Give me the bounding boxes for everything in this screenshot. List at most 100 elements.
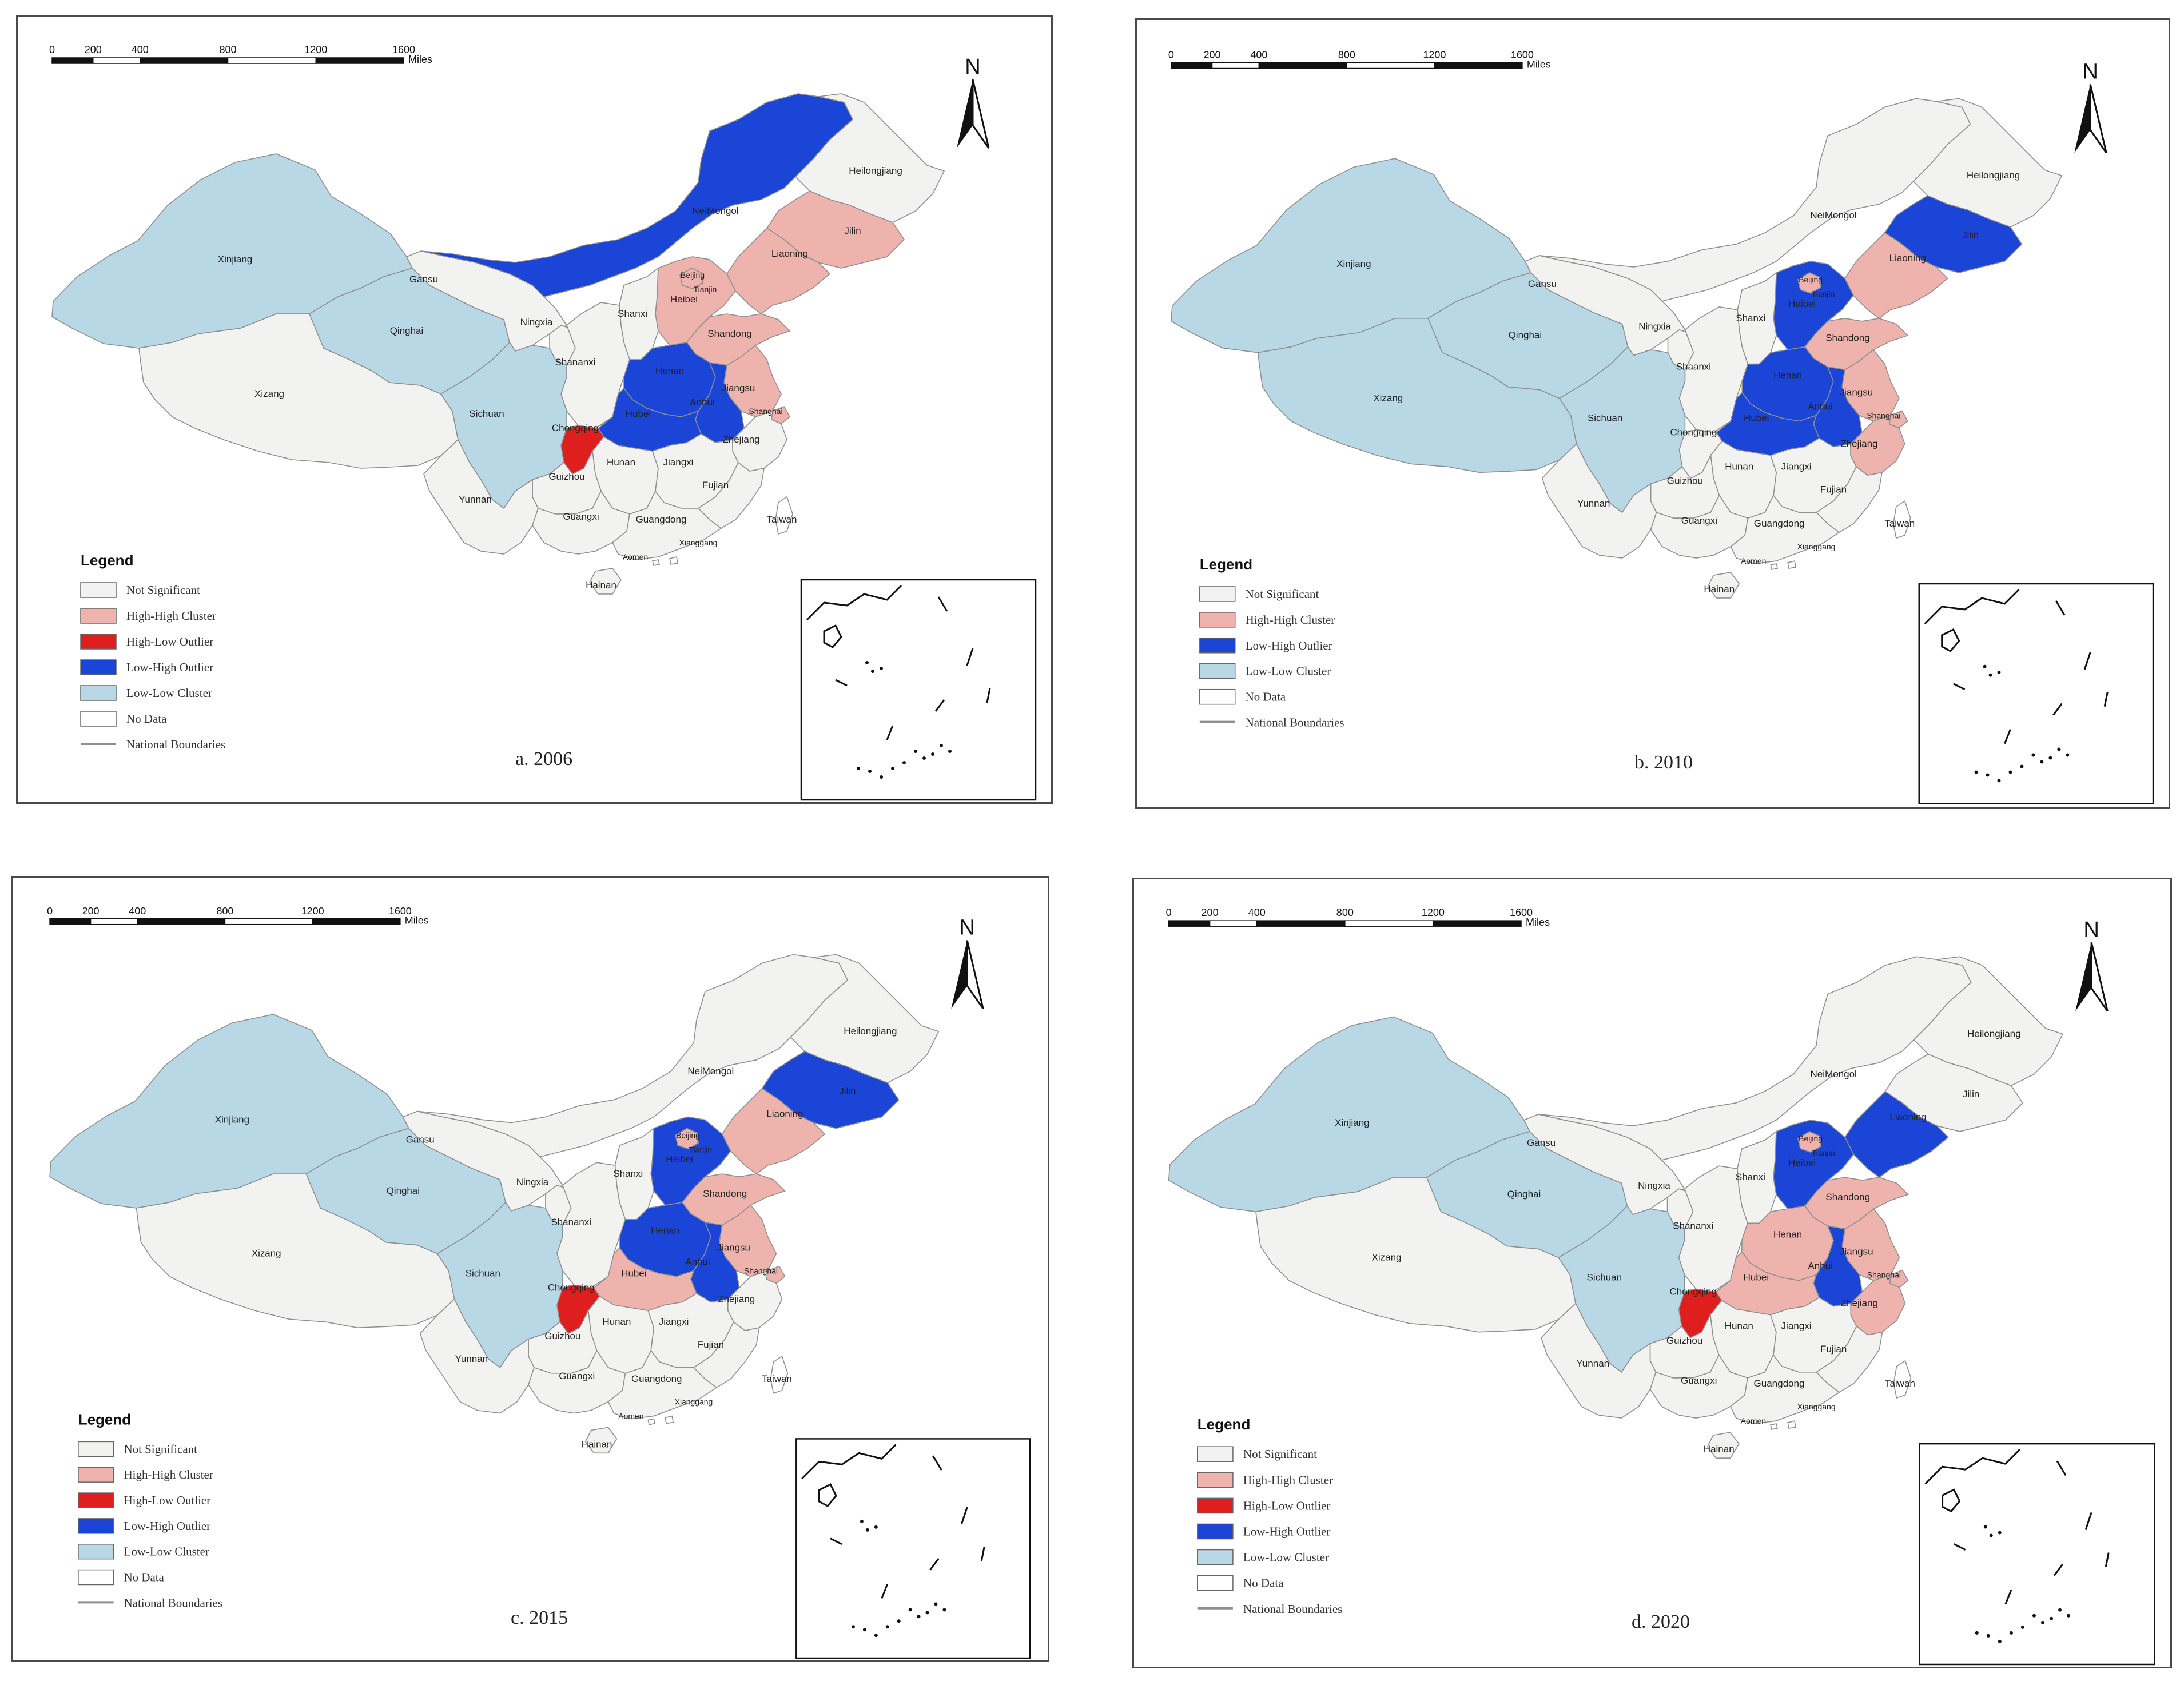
inset-island-dot — [880, 775, 883, 779]
legend-swatch — [78, 1492, 114, 1508]
legend-swatch — [80, 634, 117, 650]
legend-label: High-Low Outlier — [124, 1493, 211, 1507]
province-label-shanghai: Shanghai — [1867, 1270, 1901, 1280]
province-label-gansu: Gansu — [406, 1134, 435, 1145]
inset-dash-line — [2103, 692, 2109, 707]
inset-island-dot — [2058, 1608, 2062, 1612]
south-china-sea-inset — [1919, 1443, 2155, 1666]
province-label-anhui: Anhui — [685, 1257, 710, 1268]
map-2010: Xinjiang Qinghai Xizang Sichuan Gansu NeiMong… — [1168, 49, 2154, 804]
province-label-jilin: Jilin — [844, 225, 861, 236]
inset-dash-line — [2004, 729, 2011, 744]
province-label-xizang: Xizang — [1371, 1252, 1401, 1262]
province-label-xizang: Xizang — [252, 1248, 281, 1259]
province-label-hubei: Hubei — [621, 1268, 646, 1278]
province-yunnan — [1541, 1302, 1657, 1419]
province-label-beijing: Beijing — [1799, 275, 1823, 284]
province-label-hainan: Hainan — [1704, 1444, 1735, 1455]
province-label-aomen: Aomen — [1741, 1416, 1766, 1425]
inset-island-dot — [1983, 1525, 1987, 1529]
north-arrow-icon: N — [957, 55, 990, 149]
province-label-guizhou: Guizhou — [548, 471, 584, 482]
legend-swatch — [1197, 1523, 1234, 1540]
legend: Legend Not Significant High-High Cluster Lo… — [1199, 557, 1344, 730]
inset-island-dot — [1974, 770, 1978, 774]
province-label-fujian: Fujian — [698, 1339, 724, 1350]
province-guangdong — [1730, 494, 1840, 564]
inset-island-dot — [931, 752, 934, 756]
province-label-beijing: Beijing — [1799, 1134, 1823, 1143]
province-label-shanghai: Shanghai — [749, 407, 782, 416]
scale-bar-segment — [1256, 920, 1346, 927]
province-label-layer: Xinjiang Qinghai Xizang Sichuan Gansu NeiMong… — [1335, 1029, 2021, 1455]
map-panel-2020: Xinjiang Qinghai Xizang Sichuan Gansu NeiMong… — [1132, 878, 2172, 1668]
province-label-beijing: Beijing — [681, 270, 705, 280]
province-label-shanxi: Shanxi — [618, 308, 647, 319]
province-label-qinghai: Qinghai — [1509, 330, 1542, 341]
inset-island-dot — [857, 767, 860, 770]
province-xianggang — [1787, 560, 1797, 569]
scale-bar-tick-label: 1600 — [392, 44, 415, 55]
province-label-tianjin: Tianjin — [1812, 1148, 1835, 1157]
inset-island-dot — [1988, 673, 1992, 677]
legend-swatch — [1197, 1549, 1234, 1565]
scale-bar-tick-label: 1600 — [1510, 907, 1533, 918]
province-label-jiangsu: Jiangsu — [1840, 387, 1873, 398]
scale-bar-tick-label: 0 — [1166, 907, 1172, 918]
province-label-guizhou: Guizhou — [1667, 475, 1703, 486]
inset-dash-line — [881, 1583, 889, 1599]
province-label-anhui: Anhui — [690, 397, 714, 408]
province-liaoning — [1844, 232, 1948, 319]
province-label-jiangsu: Jiangsu — [717, 1242, 750, 1253]
province-label-jiangsu: Jiangsu — [722, 383, 755, 393]
inset-island-dot — [1989, 1533, 1993, 1537]
province-taiwan — [1892, 500, 1911, 539]
province-label-taiwan: Taiwan — [1884, 518, 1915, 529]
province-taiwan — [1893, 1360, 1912, 1399]
province-taiwan — [770, 1355, 789, 1394]
legend-label: High-Low Outlier — [1243, 1499, 1330, 1512]
province-label-henan: Henan — [1773, 1229, 1802, 1240]
legend-label: No Data — [1243, 1576, 1284, 1590]
scale-bar-tick-label: 800 — [1338, 49, 1355, 61]
inset-island-dot — [1986, 773, 1990, 777]
north-arrow-right — [2090, 942, 2109, 1012]
legend-swatch — [78, 1467, 114, 1483]
province-label-zhejiang: Zhejiang — [718, 1293, 755, 1304]
province-hainan — [584, 1427, 618, 1454]
province-label-shanghai: Shanghai — [744, 1266, 778, 1275]
province-label-hubei: Hubei — [1744, 412, 1769, 423]
inset-island-dot — [2048, 756, 2052, 760]
scale-bar-tick-label: 200 — [85, 44, 102, 55]
legend-label: Low-High Outlier — [1246, 639, 1332, 652]
inset-island-dot — [2008, 770, 2012, 774]
province-label-heilongjiang: Heilongjiang — [1967, 1029, 2021, 1039]
inset-island-dot — [2031, 753, 2035, 757]
legend-swatch — [78, 1569, 114, 1586]
legend-swatch — [1199, 638, 1236, 654]
scale-bar-tick-label: 200 — [1204, 49, 1221, 61]
province-hainan — [1707, 572, 1740, 599]
province-hainan — [1706, 1432, 1740, 1459]
legend-label: National Boundaries — [124, 1596, 222, 1610]
province-label-shanghai: Shanghai — [1867, 411, 1900, 420]
province-label-guizhou: Guizhou — [544, 1331, 580, 1341]
inset-island-dot — [1997, 670, 2001, 674]
legend-swatch — [80, 711, 117, 727]
legend: Legend Not Significant High-High Cluster Hi… — [78, 1412, 222, 1610]
province-aomen — [652, 559, 660, 566]
province-label-hunan: Hunan — [1725, 1321, 1753, 1332]
map-caption: a. 2006 — [515, 748, 573, 770]
province-label-yunnan: Yunnan — [459, 494, 492, 505]
province-label-heilongjiang: Heilongjiang — [844, 1026, 897, 1037]
province-yunnan — [423, 439, 539, 555]
north-arrow-icon: N — [2074, 59, 2107, 154]
inset-dash-line — [932, 1455, 942, 1471]
province-label-fujian: Fujian — [1820, 1344, 1847, 1355]
province-fujian — [697, 461, 765, 529]
province-label-hebei: Heibei — [666, 1154, 693, 1165]
province-label-hunan: Hunan — [1725, 461, 1753, 472]
legend-label: High-High Cluster — [124, 1468, 213, 1481]
legend-label: Not Significant — [1246, 587, 1319, 601]
